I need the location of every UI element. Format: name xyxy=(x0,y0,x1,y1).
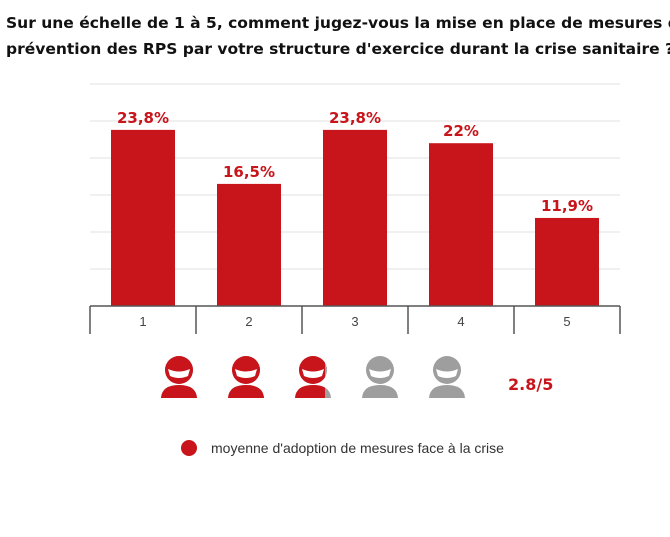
chart-title-line-1: Sur une échelle de 1 à 5, comment jugez-… xyxy=(6,14,670,32)
person-shape xyxy=(295,356,325,398)
value-labels: 23,8% 16,5% 23,8% 22% 11,9% xyxy=(117,109,593,215)
person-icon xyxy=(295,356,331,398)
tick-label: 5 xyxy=(563,314,570,329)
person-shape xyxy=(228,356,264,398)
chart-title: Sur une échelle de 1 à 5, comment jugez-… xyxy=(6,10,670,62)
person-body xyxy=(228,385,264,398)
person-shape xyxy=(362,356,398,398)
chart-title-line-2: prévention des RPS par votre structure d… xyxy=(6,40,670,58)
value-label: 23,8% xyxy=(117,109,169,127)
person-face xyxy=(436,369,458,378)
person-face xyxy=(168,369,190,378)
legend: moyenne d'adoption de mesures face à la … xyxy=(181,440,504,456)
tick-label: 1 xyxy=(139,314,146,329)
person-head xyxy=(366,356,394,384)
bar xyxy=(535,217,599,306)
rating-icons xyxy=(161,356,465,398)
person-face xyxy=(235,369,257,378)
person-body xyxy=(295,385,325,398)
x-axis xyxy=(89,305,621,334)
person-head xyxy=(232,356,260,384)
person-shape xyxy=(161,356,197,398)
person-head xyxy=(165,356,193,384)
person-icon xyxy=(228,356,264,398)
person-shape xyxy=(429,356,465,398)
bar xyxy=(111,129,175,306)
person-body xyxy=(429,385,465,398)
value-label: 23,8% xyxy=(329,109,381,127)
tick-label: 4 xyxy=(457,314,464,329)
person-head xyxy=(433,356,461,384)
person-body xyxy=(161,385,197,398)
bar xyxy=(429,143,493,306)
value-label: 11,9% xyxy=(541,197,593,215)
value-label: 16,5% xyxy=(223,163,275,181)
person-icon xyxy=(362,356,398,398)
person-face xyxy=(369,369,391,378)
person-icon xyxy=(161,356,197,398)
tick-label: 3 xyxy=(351,314,358,329)
legend-label: moyenne d'adoption de mesures face à la … xyxy=(211,440,504,456)
bar xyxy=(217,183,281,306)
x-tick-labels: 1 2 3 4 5 xyxy=(139,314,570,329)
bars xyxy=(111,129,599,306)
circle-dot-icon xyxy=(181,440,197,456)
bar xyxy=(323,129,387,306)
person-body xyxy=(362,385,398,398)
person-icon xyxy=(429,356,465,398)
person-face xyxy=(302,369,324,378)
rating-label: 2.8/5 xyxy=(508,375,553,394)
tick-label: 2 xyxy=(245,314,252,329)
value-label: 22% xyxy=(443,122,479,140)
